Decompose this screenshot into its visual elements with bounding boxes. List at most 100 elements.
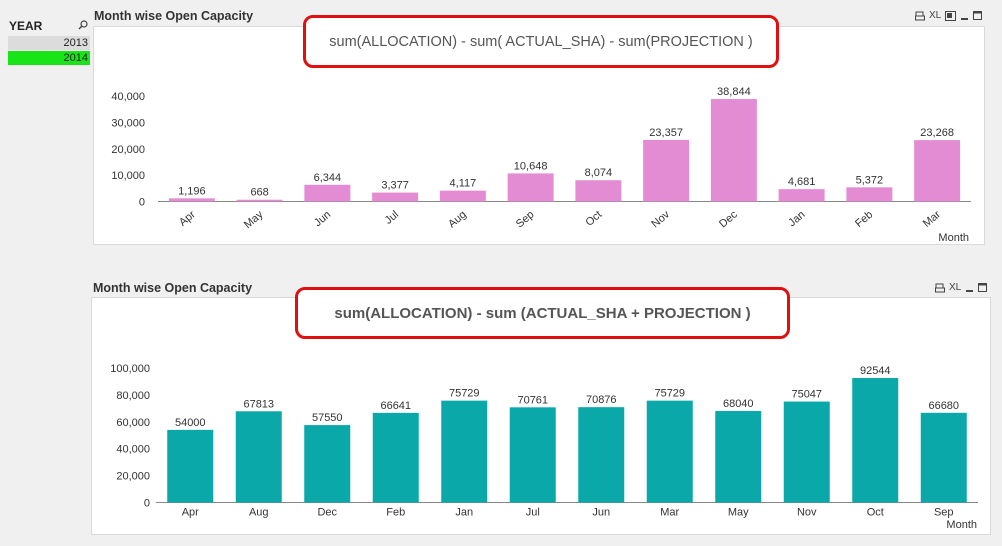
x-tick-label: Jun — [592, 507, 610, 519]
y-tick-label: 60,000 — [116, 417, 150, 429]
x-tick-label: Apr — [182, 507, 199, 519]
x-tick-label: Jan — [786, 209, 807, 230]
year-listbox-title: YEAR — [9, 19, 43, 33]
x-tick-label: Jul — [383, 209, 401, 227]
bar — [168, 198, 215, 202]
x-tick-label: Mar — [660, 507, 679, 519]
bar-value-label: 75729 — [449, 388, 480, 400]
x-tick-label: Aug — [249, 507, 269, 519]
x-tick-label: Apr — [177, 208, 198, 228]
x-tick-label: Nov — [797, 507, 817, 519]
bar — [920, 412, 967, 503]
x-tick-label: Mar — [921, 208, 943, 230]
y-tick-label: 80,000 — [116, 390, 150, 402]
bar — [372, 412, 419, 503]
x-tick-label: May — [728, 507, 749, 519]
x-tick-label: Oct — [867, 507, 884, 519]
bar — [778, 189, 825, 202]
xl-export-button[interactable]: XL — [949, 282, 962, 293]
bar-value-label: 1,196 — [178, 185, 206, 197]
print-icon[interactable] — [915, 11, 925, 21]
bar-value-label: 68040 — [723, 398, 754, 410]
bar-value-label: 5,372 — [856, 174, 884, 186]
x-tick-label: May — [242, 208, 266, 231]
bar — [575, 180, 622, 202]
bar-value-label: 57550 — [312, 412, 343, 424]
y-tick-label: 20,000 — [111, 144, 145, 156]
bar — [304, 425, 351, 503]
bar-value-label: 23,268 — [920, 127, 954, 139]
y-tick-label: 20,000 — [116, 471, 150, 483]
bottom-expression-annotation: sum(ALLOCATION) - sum (ACTUAL_SHA + PROJ… — [295, 287, 790, 339]
x-tick-label: Sep — [934, 507, 954, 519]
bar-value-label: 23,357 — [649, 127, 683, 139]
x-tick-label: Feb — [386, 507, 405, 519]
y-tick-label: 0 — [144, 498, 150, 510]
y-tick-label: 40,000 — [111, 91, 145, 103]
bar — [715, 410, 762, 503]
bar-value-label: 67813 — [243, 398, 274, 410]
y-tick-label: 10,000 — [111, 170, 145, 182]
bar — [236, 199, 283, 202]
x-tick-label: Aug — [446, 209, 469, 231]
bar-value-label: 668 — [250, 187, 268, 199]
bar-value-label: 54000 — [175, 417, 206, 429]
x-axis-title: Month — [946, 519, 977, 531]
bar-value-label: 75729 — [654, 388, 685, 400]
x-tick-label: Nov — [649, 208, 672, 230]
bar — [439, 190, 486, 202]
x-tick-label: Oct — [583, 209, 604, 229]
x-axis-title: Month — [938, 232, 969, 243]
bar-value-label: 70761 — [517, 394, 548, 406]
bar — [507, 173, 554, 202]
top-expression-annotation: sum(ALLOCATION) - sum( ACTUAL_SHA) - sum… — [303, 15, 779, 68]
bottom-chart: 0 20,000 40,000 60,000 80,000 100,000 54000 Apr… — [110, 363, 978, 531]
bar-value-label: 75047 — [791, 389, 822, 401]
x-tick-label: Jun — [312, 209, 333, 230]
year-item-2013[interactable]: 2013 — [8, 36, 90, 50]
maximize-icon[interactable] — [973, 10, 983, 21]
x-tick-label: Dec — [317, 507, 337, 519]
bar-value-label: 4,117 — [450, 178, 477, 190]
bar — [914, 140, 961, 202]
print-icon[interactable] — [935, 283, 945, 293]
x-tick-label: Jan — [455, 507, 473, 519]
bar — [783, 401, 830, 503]
minimize-icon[interactable] — [960, 11, 969, 21]
search-icon[interactable] — [78, 20, 88, 30]
bar — [646, 400, 693, 503]
bar — [578, 407, 625, 503]
bar — [235, 411, 282, 503]
bar-value-label: 4,681 — [788, 176, 816, 188]
y-tick-label: 40,000 — [116, 444, 150, 456]
maximize-icon[interactable] — [978, 282, 988, 293]
y-tick-label: 100,000 — [110, 363, 150, 375]
bar-value-label: 6,344 — [314, 172, 342, 184]
bar-value-label: 3,377 — [381, 180, 409, 192]
y-tick-label: 30,000 — [111, 117, 145, 129]
x-tick-label: Jul — [526, 507, 540, 519]
top-chart-caption: Month wise Open Capacity — [94, 9, 254, 23]
bar — [852, 378, 899, 503]
x-tick-label: Feb — [853, 209, 875, 230]
y-tick-label: 0 — [139, 197, 145, 209]
bar-value-label: 10,648 — [514, 160, 548, 172]
bottom-chart-caption: Month wise Open Capacity — [93, 281, 253, 295]
xl-export-button[interactable]: XL — [929, 10, 942, 21]
year-item-2014[interactable]: 2014 — [8, 51, 90, 65]
bar-value-label: 8,074 — [585, 167, 613, 179]
bar — [441, 400, 488, 503]
bar-value-label: 92544 — [860, 365, 891, 377]
bar — [304, 184, 351, 202]
minimize-icon[interactable] — [965, 283, 974, 293]
bottom-chart-toolbar: XL — [935, 282, 995, 293]
bar-value-label: 66641 — [380, 400, 411, 412]
bar — [509, 407, 556, 503]
bar — [372, 192, 419, 202]
bar — [167, 429, 214, 503]
top-chart-toolbar: XL — [915, 10, 985, 21]
bar — [710, 99, 757, 202]
restore-icon[interactable] — [945, 10, 957, 21]
bar-value-label: 70876 — [586, 394, 617, 406]
bar — [846, 187, 893, 202]
